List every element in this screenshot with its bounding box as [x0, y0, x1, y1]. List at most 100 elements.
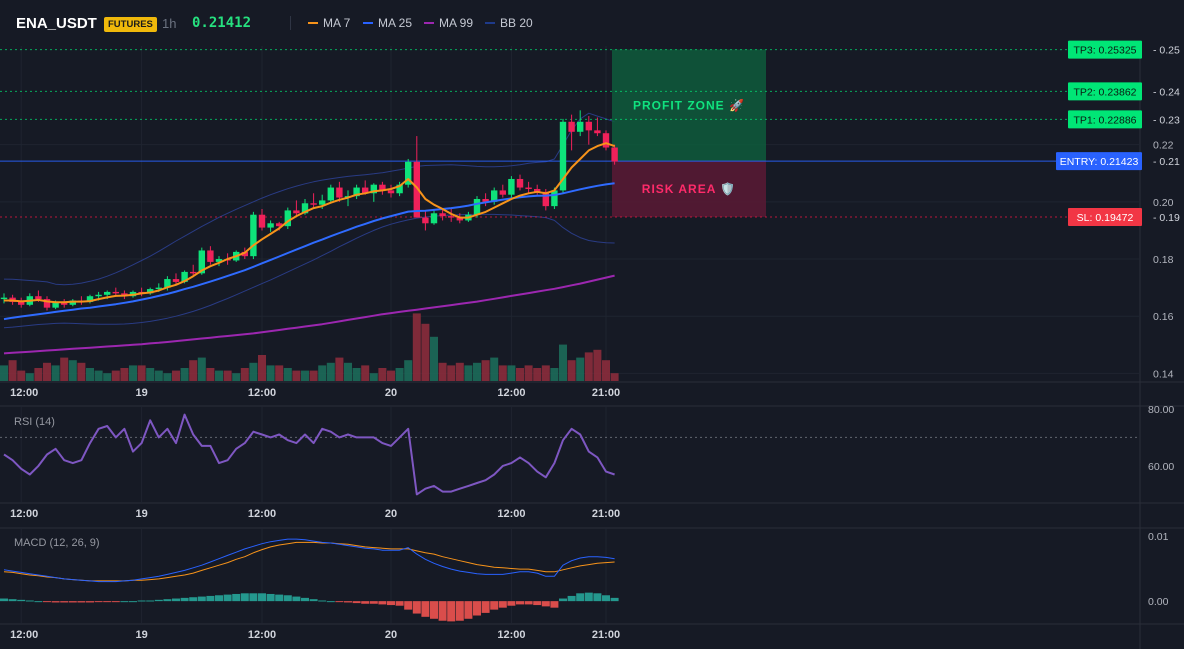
- macd-histogram-bar: [541, 601, 550, 607]
- candle-body: [310, 203, 317, 205]
- macd-histogram-bar: [559, 598, 567, 602]
- volume-bar: [412, 313, 421, 381]
- candle-body: [551, 190, 558, 207]
- time-axis-label: 20: [385, 629, 397, 641]
- header-divider: [290, 16, 291, 30]
- macd-histogram-bar: [430, 601, 438, 619]
- candle-body: [353, 187, 360, 197]
- macd-histogram-bar: [266, 593, 275, 602]
- volume-bar: [326, 362, 335, 381]
- macd-histogram-bar: [610, 597, 619, 602]
- macd-histogram-bar: [352, 601, 361, 604]
- macd-histogram-bar: [283, 595, 292, 602]
- futures-badge: FUTURES: [104, 17, 157, 32]
- time-axis-label: 19: [135, 387, 147, 399]
- macd-histogram-bar: [507, 601, 516, 606]
- volume-bar: [77, 362, 86, 381]
- macd-histogram-bar: [223, 594, 232, 602]
- volume-bar: [180, 368, 189, 381]
- legend-bb20[interactable]: BB 20: [485, 16, 533, 30]
- volume-bar: [0, 365, 8, 381]
- volume-bar: [34, 368, 43, 381]
- candle-body: [293, 210, 300, 214]
- time-axis-label: 12:00: [10, 387, 38, 399]
- macd-histogram-bar: [481, 601, 490, 613]
- macd-histogram-bar: [25, 600, 34, 602]
- candle-body: [198, 250, 205, 274]
- legend-ma7[interactable]: MA 7: [308, 16, 350, 30]
- volume-bar: [172, 370, 180, 381]
- macd-histogram-bar: [189, 597, 198, 602]
- candle-body: [147, 289, 154, 294]
- volume-bar: [524, 365, 533, 381]
- volume-bar: [490, 357, 499, 381]
- ma7-line: [4, 142, 615, 304]
- candle-body: [568, 121, 575, 132]
- candle-body: [473, 198, 481, 215]
- timeframe-label[interactable]: 1h: [162, 16, 177, 31]
- time-axis-label: 20: [385, 508, 397, 520]
- volume-bar: [369, 373, 378, 381]
- rsi-line: [3, 413, 615, 496]
- candle-body: [301, 203, 309, 214]
- level-axis-label: - 0.24: [1153, 86, 1180, 98]
- candle-body: [52, 301, 59, 308]
- volume-bar: [438, 362, 447, 381]
- symbol-title[interactable]: ENA_USDT: [16, 15, 97, 32]
- time-axis-label: 20: [385, 387, 397, 399]
- volume-bar: [481, 360, 490, 381]
- candle-body: [43, 299, 51, 308]
- macd-histogram-bar: [103, 601, 112, 603]
- level-tag-label: TP2: 0.23862: [1073, 86, 1136, 98]
- candle-body: [559, 121, 567, 191]
- macd-histogram-bar: [206, 595, 215, 602]
- last-price: 0.21412: [192, 15, 252, 31]
- volume-bar: [86, 368, 94, 381]
- volume-bar: [576, 357, 585, 381]
- macd-histogram-bar: [464, 601, 473, 619]
- legend-ma25[interactable]: MA 25: [363, 16, 412, 30]
- risk-zone-label: RISK AREA 🛡️: [642, 182, 736, 196]
- volume-bar: [550, 368, 559, 381]
- level-tag-label: TP3: 0.25325: [1073, 45, 1136, 57]
- volume-bar: [533, 368, 542, 381]
- candle-body: [112, 291, 119, 294]
- level-axis-label: - 0.19: [1153, 212, 1180, 224]
- volume-bar: [120, 368, 129, 381]
- volume-bar: [266, 365, 275, 381]
- time-axis-label: 12:00: [248, 508, 276, 520]
- volume-bar: [464, 365, 473, 381]
- volume-bar: [8, 360, 17, 381]
- macd-histogram-bar: [34, 601, 43, 603]
- panel-bg-1: [0, 406, 1140, 503]
- macd-histogram-bar: [404, 601, 413, 610]
- macd-histogram-bar: [309, 599, 318, 602]
- macd-histogram-bar: [258, 593, 266, 602]
- level-tag-tp: [1068, 40, 1142, 59]
- legend-ma99[interactable]: MA 99: [424, 16, 473, 30]
- level-axis-label: - 0.23: [1153, 114, 1180, 126]
- candle-body: [542, 191, 549, 207]
- panel-bg-0: [0, 46, 1140, 382]
- candle-body: [422, 217, 429, 224]
- ma7-swatch: [308, 21, 318, 24]
- legend-bb20-label: BB 20: [500, 16, 533, 30]
- macd-histogram-bar: [326, 601, 335, 603]
- candle-body: [585, 121, 592, 131]
- price-tick-label: 0.20: [1153, 197, 1174, 209]
- macd-histogram-bar: [146, 600, 155, 602]
- volume-bar: [541, 365, 550, 381]
- candle-body: [370, 184, 377, 194]
- volume-bar: [593, 349, 602, 381]
- macd-histogram-bar: [584, 592, 593, 602]
- volume-bar: [94, 370, 103, 381]
- level-tag-sl: [1068, 207, 1142, 226]
- macd-histogram-bar: [602, 595, 610, 602]
- level-tag-tp: [1068, 82, 1142, 101]
- candle-body: [516, 178, 524, 188]
- level-tag-entry: [1056, 152, 1142, 171]
- candle-body: [327, 187, 334, 201]
- macd-histogram-bar: [412, 601, 421, 614]
- volume-bar: [610, 373, 619, 381]
